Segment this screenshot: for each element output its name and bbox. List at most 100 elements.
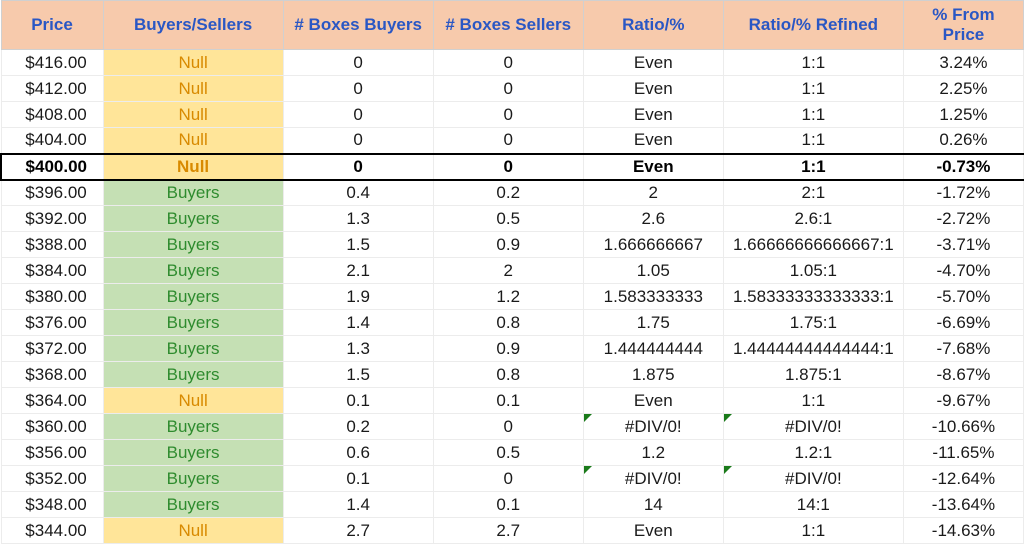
cell-boxes-buyers[interactable]: 0.2 xyxy=(283,414,433,440)
cell-ratio-refined[interactable]: 1:1 xyxy=(723,50,903,76)
cell-ratio[interactable]: 2 xyxy=(583,180,723,206)
cell-boxes-buyers[interactable]: 0.1 xyxy=(283,388,433,414)
cell-pct-from-price[interactable]: -12.64% xyxy=(903,466,1023,492)
cell-boxes-buyers[interactable]: 0 xyxy=(283,76,433,102)
cell-ratio-refined[interactable]: 1:1 xyxy=(723,76,903,102)
cell-price[interactable]: $408.00 xyxy=(1,102,103,128)
cell-boxes-sellers[interactable]: 2 xyxy=(433,258,583,284)
cell-boxes-buyers[interactable]: 0.6 xyxy=(283,440,433,466)
cell-ratio[interactable]: 1.75 xyxy=(583,310,723,336)
cell-ratio[interactable]: Even xyxy=(583,518,723,544)
cell-ratio-refined[interactable]: 1.2:1 xyxy=(723,440,903,466)
cell-boxes-sellers[interactable]: 0.5 xyxy=(433,440,583,466)
cell-boxes-buyers[interactable]: 1.4 xyxy=(283,492,433,518)
cell-buyers-sellers[interactable]: Buyers xyxy=(103,284,283,310)
cell-price[interactable]: $396.00 xyxy=(1,180,103,206)
cell-buyers-sellers[interactable]: Buyers xyxy=(103,206,283,232)
cell-ratio-refined[interactable]: 2:1 xyxy=(723,180,903,206)
cell-pct-from-price[interactable]: 2.25% xyxy=(903,76,1023,102)
cell-price[interactable]: $388.00 xyxy=(1,232,103,258)
cell-ratio-refined[interactable]: #DIV/0! xyxy=(723,414,903,440)
cell-price[interactable]: $400.00 xyxy=(1,154,103,180)
cell-pct-from-price[interactable]: -14.63% xyxy=(903,518,1023,544)
cell-price[interactable]: $404.00 xyxy=(1,128,103,154)
cell-buyers-sellers[interactable]: Buyers xyxy=(103,310,283,336)
cell-boxes-sellers[interactable]: 0.9 xyxy=(433,336,583,362)
cell-price[interactable]: $356.00 xyxy=(1,440,103,466)
cell-boxes-buyers[interactable]: 2.1 xyxy=(283,258,433,284)
cell-ratio[interactable]: 1.666666667 xyxy=(583,232,723,258)
cell-ratio[interactable]: #DIV/0! xyxy=(583,414,723,440)
cell-price[interactable]: $344.00 xyxy=(1,518,103,544)
cell-buyers-sellers[interactable]: Null xyxy=(103,102,283,128)
cell-buyers-sellers[interactable]: Buyers xyxy=(103,362,283,388)
cell-price[interactable]: $412.00 xyxy=(1,76,103,102)
cell-buyers-sellers[interactable]: Buyers xyxy=(103,232,283,258)
cell-boxes-buyers[interactable]: 1.5 xyxy=(283,362,433,388)
cell-pct-from-price[interactable]: -8.67% xyxy=(903,362,1023,388)
cell-buyers-sellers[interactable]: Null xyxy=(103,76,283,102)
cell-ratio[interactable]: 1.2 xyxy=(583,440,723,466)
cell-boxes-buyers[interactable]: 0 xyxy=(283,102,433,128)
cell-boxes-sellers[interactable]: 0.9 xyxy=(433,232,583,258)
cell-ratio[interactable]: Even xyxy=(583,76,723,102)
cell-boxes-sellers[interactable]: 0 xyxy=(433,76,583,102)
cell-ratio-refined[interactable]: 1:1 xyxy=(723,518,903,544)
cell-pct-from-price[interactable]: -7.68% xyxy=(903,336,1023,362)
cell-price[interactable]: $392.00 xyxy=(1,206,103,232)
cell-ratio-refined[interactable]: 1.66666666666667:1 xyxy=(723,232,903,258)
cell-ratio[interactable]: Even xyxy=(583,102,723,128)
cell-buyers-sellers[interactable]: Null xyxy=(103,388,283,414)
cell-pct-from-price[interactable]: -2.72% xyxy=(903,206,1023,232)
cell-pct-from-price[interactable]: 0.26% xyxy=(903,128,1023,154)
cell-ratio[interactable]: 14 xyxy=(583,492,723,518)
col-header-6[interactable]: % From Price xyxy=(903,1,1023,50)
cell-buyers-sellers[interactable]: Buyers xyxy=(103,414,283,440)
cell-price[interactable]: $352.00 xyxy=(1,466,103,492)
col-header-3[interactable]: # Boxes Sellers xyxy=(433,1,583,50)
cell-boxes-sellers[interactable]: 0.5 xyxy=(433,206,583,232)
cell-price[interactable]: $348.00 xyxy=(1,492,103,518)
cell-ratio[interactable]: Even xyxy=(583,154,723,180)
cell-boxes-sellers[interactable]: 0 xyxy=(433,50,583,76)
cell-buyers-sellers[interactable]: Null xyxy=(103,518,283,544)
cell-price[interactable]: $376.00 xyxy=(1,310,103,336)
cell-buyers-sellers[interactable]: Buyers xyxy=(103,466,283,492)
cell-boxes-buyers[interactable]: 1.5 xyxy=(283,232,433,258)
cell-boxes-sellers[interactable]: 0.8 xyxy=(433,310,583,336)
cell-pct-from-price[interactable]: -1.72% xyxy=(903,180,1023,206)
cell-boxes-sellers[interactable]: 0 xyxy=(433,466,583,492)
cell-pct-from-price[interactable]: -4.70% xyxy=(903,258,1023,284)
cell-buyers-sellers[interactable]: Null xyxy=(103,128,283,154)
cell-ratio-refined[interactable]: 1.75:1 xyxy=(723,310,903,336)
cell-price[interactable]: $360.00 xyxy=(1,414,103,440)
col-header-2[interactable]: # Boxes Buyers xyxy=(283,1,433,50)
cell-pct-from-price[interactable]: -0.73% xyxy=(903,154,1023,180)
cell-ratio[interactable]: 1.875 xyxy=(583,362,723,388)
cell-ratio[interactable]: Even xyxy=(583,128,723,154)
col-header-0[interactable]: Price xyxy=(1,1,103,50)
cell-boxes-buyers[interactable]: 1.3 xyxy=(283,206,433,232)
cell-boxes-sellers[interactable]: 2.7 xyxy=(433,518,583,544)
cell-boxes-sellers[interactable]: 0.8 xyxy=(433,362,583,388)
cell-ratio-refined[interactable]: 1.44444444444444:1 xyxy=(723,336,903,362)
cell-boxes-buyers[interactable]: 0.4 xyxy=(283,180,433,206)
cell-pct-from-price[interactable]: -9.67% xyxy=(903,388,1023,414)
cell-ratio-refined[interactable]: 1.58333333333333:1 xyxy=(723,284,903,310)
cell-boxes-buyers[interactable]: 0.1 xyxy=(283,466,433,492)
cell-buyers-sellers[interactable]: Null xyxy=(103,154,283,180)
cell-buyers-sellers[interactable]: Buyers xyxy=(103,440,283,466)
cell-ratio-refined[interactable]: 1:1 xyxy=(723,154,903,180)
cell-price[interactable]: $384.00 xyxy=(1,258,103,284)
cell-ratio[interactable]: 1.444444444 xyxy=(583,336,723,362)
cell-boxes-buyers[interactable]: 1.3 xyxy=(283,336,433,362)
cell-ratio-refined[interactable]: 1:1 xyxy=(723,388,903,414)
col-header-5[interactable]: Ratio/% Refined xyxy=(723,1,903,50)
cell-ratio[interactable]: Even xyxy=(583,388,723,414)
cell-boxes-buyers[interactable]: 0 xyxy=(283,128,433,154)
cell-boxes-sellers[interactable]: 0.1 xyxy=(433,492,583,518)
cell-ratio[interactable]: Even xyxy=(583,50,723,76)
cell-boxes-buyers[interactable]: 1.4 xyxy=(283,310,433,336)
cell-ratio-refined[interactable]: 14:1 xyxy=(723,492,903,518)
cell-buyers-sellers[interactable]: Buyers xyxy=(103,492,283,518)
